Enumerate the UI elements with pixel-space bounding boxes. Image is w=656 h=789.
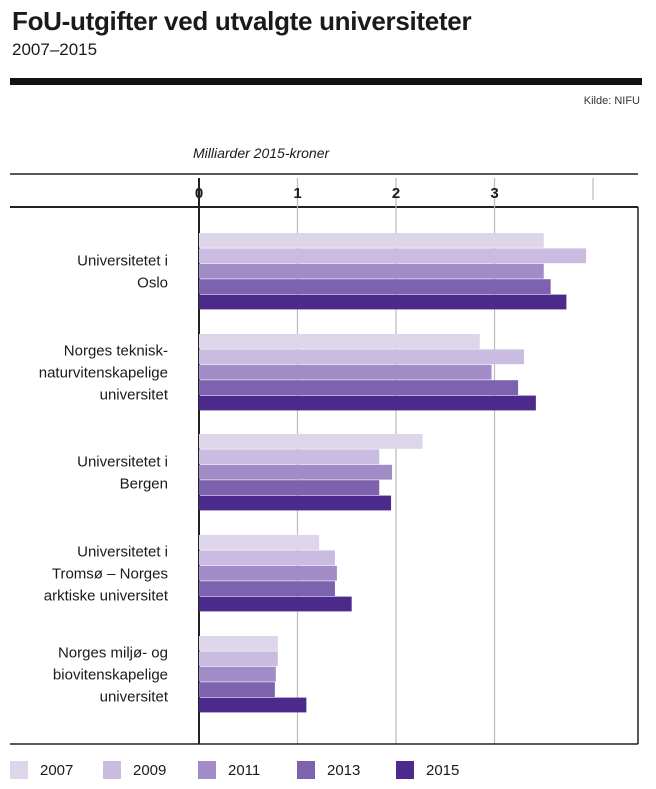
legend-swatch-2015 <box>396 761 414 779</box>
bar-2-2007 <box>199 334 480 349</box>
legend-label-2007: 2007 <box>40 761 74 779</box>
bar-1-2015 <box>199 294 567 310</box>
category-label-4-line-2: Tromsø – Norges <box>52 566 168 583</box>
bar-3-2015 <box>199 495 392 511</box>
unit-label: Milliarder 2015-kroner <box>193 145 331 161</box>
legend-swatch-2007 <box>10 761 28 779</box>
legend-label-2013: 2013 <box>327 761 361 779</box>
category-label-5-line-1: Norges miljø- og <box>58 645 168 662</box>
bar-5-2009 <box>199 651 278 667</box>
bar-3-2007 <box>199 434 423 449</box>
category-label-3-line-2: Bergen <box>120 476 168 493</box>
bar-4-2013 <box>199 581 335 596</box>
category-label-1-line-1: Universitetet i <box>77 253 168 270</box>
category-label-1-line-2: Oslo <box>137 275 168 292</box>
bar-4-2009 <box>199 550 335 566</box>
category-label-3-line-1: Universitetet i <box>77 454 168 471</box>
category-label-4-line-3: arktiske universitet <box>44 588 169 605</box>
bar-1-2007 <box>199 233 544 248</box>
legend: 2007 2009 2011 2013 2015 <box>10 756 650 784</box>
category-label-5-line-3: universitet <box>100 689 169 706</box>
bar-2-2011 <box>199 364 492 380</box>
bar-5-2011 <box>199 666 276 682</box>
bar-2-2015 <box>199 395 536 411</box>
bar-1-2013 <box>199 279 551 294</box>
bar-4-2011 <box>199 565 337 581</box>
bar-3-2009 <box>199 449 380 465</box>
category-label-2-line-1: Norges teknisk- <box>64 343 168 360</box>
x-tick-label-2: 2 <box>392 185 400 202</box>
category-label-5-line-2: biovitenskapelige <box>53 667 168 684</box>
legend-item-2013: 2013 <box>297 756 360 784</box>
legend-item-2011: 2011 <box>198 756 260 784</box>
bar-4-2015 <box>199 596 352 612</box>
bar-1-2009 <box>199 248 587 264</box>
legend-item-2007: 2007 <box>10 756 73 784</box>
bar-1-2011 <box>199 263 544 279</box>
bar-3-2013 <box>199 480 380 495</box>
bar-2-2009 <box>199 349 525 365</box>
bar-5-2013 <box>199 682 275 697</box>
source-note: Kilde: NIFU <box>583 95 640 107</box>
category-label-2-line-2: naturvitenskapelige <box>39 365 168 382</box>
x-tick-label-3: 3 <box>490 185 498 202</box>
category-label-2-line-3: universitet <box>100 387 169 404</box>
bar-5-2007 <box>199 636 278 651</box>
category-label-4-line-1: Universitetet i <box>77 544 168 561</box>
bar-2-2013 <box>199 380 519 395</box>
chart-subtitle: 2007–2015 <box>12 40 98 59</box>
x-tick-label-1: 1 <box>293 185 301 202</box>
legend-swatch-2011 <box>198 761 216 779</box>
bar-3-2011 <box>199 464 393 480</box>
chart-title: FoU-utgifter ved utvalgte universiteter <box>12 6 472 36</box>
bar-5-2015 <box>199 697 307 713</box>
bar-4-2007 <box>199 535 320 550</box>
legend-label-2009: 2009 <box>133 761 167 779</box>
legend-item-2015: 2015 <box>396 756 459 784</box>
legend-label-2015: 2015 <box>426 761 460 779</box>
legend-item-2009: 2009 <box>103 756 166 784</box>
legend-swatch-2013 <box>297 761 315 779</box>
legend-label-2011: 2011 <box>228 761 261 779</box>
title-rule <box>10 78 642 85</box>
legend-swatch-2009 <box>103 761 121 779</box>
